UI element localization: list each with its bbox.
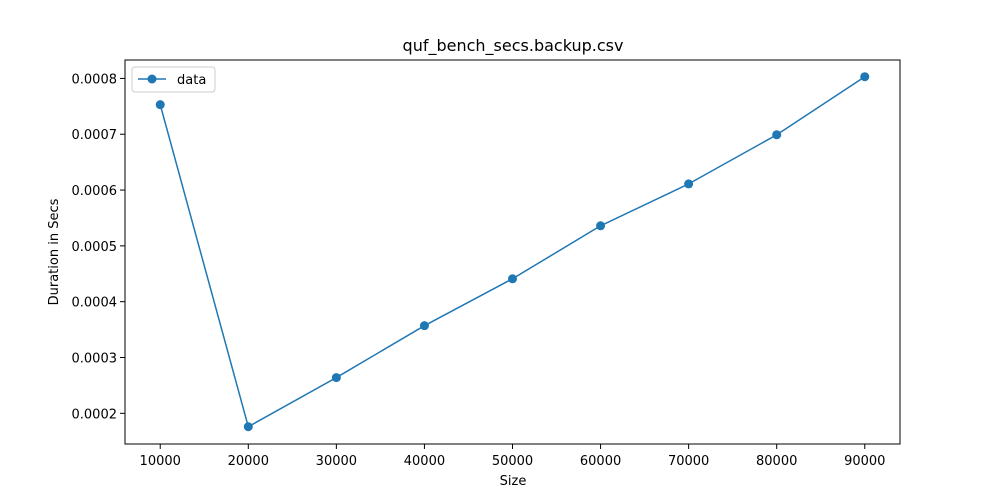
x-tick-label: 80000 — [756, 454, 797, 469]
x-axis-label: Size — [500, 474, 527, 489]
x-tick-label: 90000 — [844, 454, 885, 469]
y-tick-label: 0.0004 — [72, 296, 118, 311]
chart-title: quf_bench_secs.backup.csv — [403, 36, 624, 56]
plot-area — [155, 72, 870, 432]
x-tick-label: 20000 — [228, 454, 269, 469]
data-point — [684, 179, 694, 189]
x-axis: 10000 20000 30000 40000 50000 60000 70000 80000… — [140, 444, 885, 469]
y-tick-label: 0.0008 — [72, 72, 118, 87]
legend-label: data — [177, 73, 206, 88]
data-point — [155, 100, 165, 110]
y-tick-label: 0.0006 — [72, 184, 118, 199]
y-tick-label: 0.0005 — [72, 240, 118, 255]
data-point — [860, 72, 870, 82]
data-point — [508, 274, 517, 284]
data-point — [772, 130, 782, 140]
legend: data — [131, 66, 216, 93]
x-tick-label: 30000 — [316, 454, 357, 469]
y-tick-label: 0.0002 — [72, 407, 118, 422]
data-point — [243, 422, 253, 432]
x-tick-label: 50000 — [492, 454, 533, 469]
y-tick-label: 0.0003 — [72, 351, 118, 366]
x-tick-label: 70000 — [668, 454, 709, 469]
x-tick-label: 40000 — [404, 454, 445, 469]
x-tick-label: 10000 — [140, 454, 181, 469]
legend-box — [131, 66, 216, 93]
data-point — [596, 221, 606, 231]
y-axis-label: Duration in Secs — [47, 198, 62, 305]
x-tick-label: 60000 — [580, 454, 621, 469]
y-axis: 0.0002 0.0003 0.0004 0.0005 0.0006 0.0007 0.00… — [72, 72, 125, 422]
data-point — [419, 321, 429, 331]
legend-marker — [147, 74, 157, 84]
data-point — [331, 373, 341, 383]
y-tick-label: 0.0007 — [72, 128, 118, 143]
